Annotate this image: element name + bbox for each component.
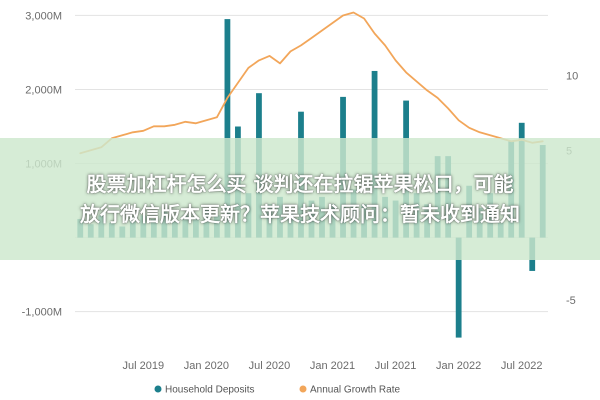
bar-household-deposits xyxy=(455,237,462,338)
headline-overlay: 股票加杠杆怎么买 谈判还在拉锯苹果松口，可能 放行微信版本更新？苹果技术顾问：暂… xyxy=(0,138,600,260)
legend: Household Deposits Annual Growth Rate xyxy=(154,385,400,396)
x-tick-label: Jan 2022 xyxy=(436,360,481,372)
y-left-tick-label: -1,000M xyxy=(22,307,62,319)
line-layer xyxy=(79,11,544,155)
headline-line-2: 放行微信版本更新？苹果技术顾问：暂未收到通知 xyxy=(80,202,520,226)
legend-swatch-household-deposits xyxy=(154,385,162,393)
y-left-tick-label: 3,000M xyxy=(25,10,62,22)
line-annual-growth-rate xyxy=(79,11,544,155)
x-tick-label: Jul 2019 xyxy=(123,360,165,372)
y-right-tick-label: -5 xyxy=(566,295,576,307)
y-left-tick-label: 2,000M xyxy=(25,84,62,96)
x-axis: Jul 2019 Jan 2020 Jul 2020 Jan 2021 Jul 2021… xyxy=(123,360,543,372)
legend-label-annual-growth-rate: Annual Growth Rate xyxy=(310,385,400,396)
x-tick-label: Jul 2021 xyxy=(375,360,417,372)
headline-line-1: 股票加杠杆怎么买 谈判还在拉锯苹果松口，可能 xyxy=(86,172,514,196)
legend-label-household-deposits: Household Deposits xyxy=(165,385,255,396)
y-right-tick-label: 10 xyxy=(566,70,578,82)
legend-swatch-annual-growth-rate xyxy=(299,385,307,393)
x-tick-label: Jan 2021 xyxy=(310,360,355,372)
x-tick-label: Jul 2020 xyxy=(249,360,291,372)
x-tick-label: Jan 2020 xyxy=(184,360,229,372)
x-tick-label: Jul 2022 xyxy=(501,360,543,372)
bar-household-deposits xyxy=(224,19,231,238)
